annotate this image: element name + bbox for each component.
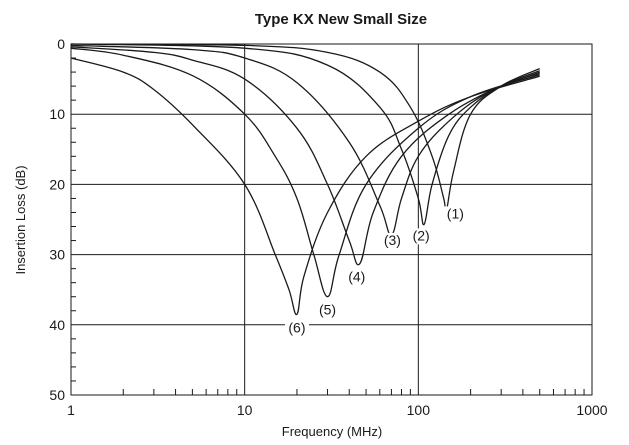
y-tick-label: 40 (49, 317, 65, 333)
tick-labels: 0 10 20 30 40 501 10 100 1000 (49, 36, 607, 418)
x-axis-label: Frequency (MHz) (282, 424, 382, 439)
series-line-4 (70, 46, 540, 266)
series-label-bg (443, 206, 468, 223)
series-line-6 (70, 57, 540, 316)
grid (71, 44, 592, 395)
plot-area-frame (70, 43, 593, 396)
series-label-bg (344, 269, 369, 286)
series-layer (70, 43, 540, 316)
series-label-bg (409, 228, 434, 245)
y-tick-label: 50 (49, 387, 65, 403)
y-tick-label: 20 (49, 176, 65, 192)
series-line-3 (70, 44, 540, 236)
curve-labels: (1) (2) (3) (4) (5) (6) (284, 205, 468, 337)
y-axis-label: Insertion Loss (dB) (13, 165, 28, 274)
x-tick-label: 10 (237, 402, 253, 418)
y-tick-label: 10 (49, 106, 65, 122)
series-line-2 (70, 43, 540, 226)
series-label: (2) (413, 227, 430, 243)
x-tick-label: 1000 (576, 402, 607, 418)
series-label: (6) (288, 319, 305, 335)
x-tick-label: 100 (407, 402, 431, 418)
series-line-1 (70, 43, 540, 213)
series-label: (1) (447, 205, 464, 221)
series-label: (5) (319, 302, 336, 318)
series-label-bg (380, 232, 405, 249)
x-tick-label: 1 (67, 402, 75, 418)
series-label: (4) (348, 269, 365, 285)
series-label-bg (315, 302, 340, 319)
minor-ticks (71, 57, 585, 395)
chart-title: Type KX New Small Size (255, 11, 427, 28)
y-tick-label: 0 (57, 36, 65, 52)
series-label: (3) (384, 232, 401, 248)
series-label-bg (284, 320, 309, 337)
series-line-5 (70, 47, 540, 298)
y-tick-label: 30 (49, 247, 65, 263)
